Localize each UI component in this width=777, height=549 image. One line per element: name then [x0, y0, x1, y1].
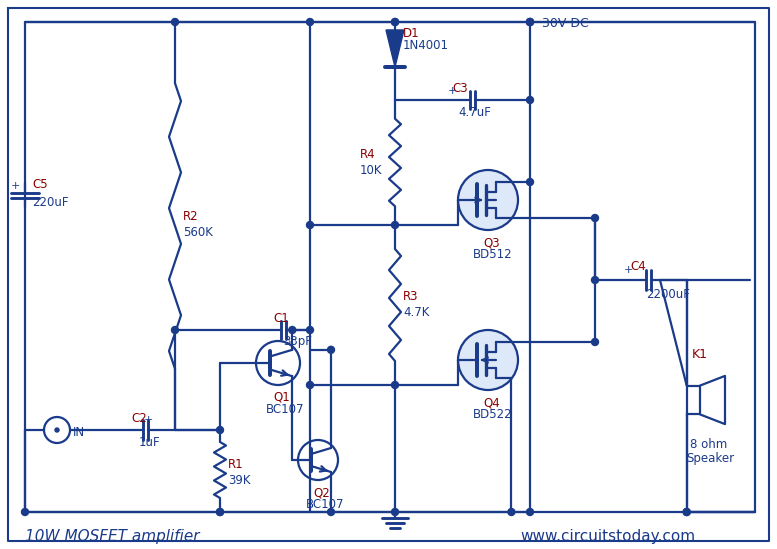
Circle shape: [591, 339, 598, 345]
Text: C3: C3: [452, 81, 468, 94]
Circle shape: [392, 221, 399, 228]
Text: BC107: BC107: [306, 498, 344, 511]
Text: 4.7uF: 4.7uF: [458, 105, 491, 119]
Text: IN: IN: [73, 425, 85, 439]
Circle shape: [458, 170, 518, 230]
Circle shape: [683, 508, 690, 516]
Circle shape: [22, 508, 29, 516]
Circle shape: [217, 508, 224, 516]
Text: C5: C5: [32, 178, 47, 192]
Text: 560K: 560K: [183, 226, 213, 238]
Text: BD512: BD512: [473, 248, 513, 261]
Circle shape: [527, 97, 534, 104]
Circle shape: [392, 382, 399, 389]
Text: 33pF: 33pF: [283, 335, 312, 349]
Text: Q1: Q1: [273, 391, 290, 404]
Text: +: +: [143, 415, 153, 425]
Text: Q3: Q3: [483, 236, 500, 249]
Text: C2: C2: [131, 412, 147, 424]
Text: 2200uF: 2200uF: [646, 288, 690, 300]
Circle shape: [527, 19, 534, 25]
Circle shape: [306, 19, 313, 25]
Text: R4: R4: [360, 148, 375, 160]
Text: C4: C4: [630, 260, 646, 272]
Text: R1: R1: [228, 458, 244, 472]
Circle shape: [392, 19, 399, 25]
Text: 30V DC: 30V DC: [542, 17, 589, 30]
Text: BC107: BC107: [266, 403, 305, 416]
Circle shape: [527, 19, 534, 25]
Text: C1: C1: [273, 311, 289, 324]
Text: 8 ohm: 8 ohm: [690, 438, 727, 451]
Text: Q4: Q4: [483, 396, 500, 409]
Text: 39K: 39K: [228, 473, 250, 486]
Circle shape: [392, 19, 399, 25]
Circle shape: [55, 428, 59, 432]
Text: 1uF: 1uF: [139, 435, 161, 449]
Polygon shape: [386, 30, 404, 67]
Text: 4.7K: 4.7K: [403, 306, 430, 320]
Circle shape: [458, 330, 518, 390]
Circle shape: [217, 427, 224, 434]
Text: Speaker: Speaker: [686, 452, 734, 465]
Circle shape: [392, 508, 399, 516]
Text: K1: K1: [692, 348, 708, 361]
Text: +: +: [448, 86, 457, 96]
Circle shape: [327, 508, 335, 516]
Circle shape: [289, 327, 296, 333]
Circle shape: [306, 327, 313, 333]
Text: D1: D1: [403, 27, 420, 40]
Text: 1N4001: 1N4001: [403, 39, 449, 52]
Text: 10K: 10K: [360, 164, 382, 176]
Circle shape: [591, 277, 598, 283]
Circle shape: [683, 508, 690, 516]
Text: www.circuitstoday.com: www.circuitstoday.com: [520, 529, 695, 545]
Text: 220uF: 220uF: [32, 197, 68, 210]
Circle shape: [527, 178, 534, 186]
Text: Q2: Q2: [313, 486, 329, 499]
Circle shape: [591, 215, 598, 221]
Circle shape: [217, 508, 224, 516]
Circle shape: [306, 382, 313, 389]
Circle shape: [306, 221, 313, 228]
Circle shape: [172, 327, 179, 333]
Circle shape: [327, 346, 335, 354]
Circle shape: [527, 19, 534, 25]
Circle shape: [508, 508, 515, 516]
Text: +: +: [623, 265, 632, 275]
Text: +: +: [10, 181, 19, 191]
Text: R2: R2: [183, 210, 199, 222]
Circle shape: [527, 508, 534, 516]
Text: 10W MOSFET amplifier: 10W MOSFET amplifier: [25, 529, 200, 545]
Text: R3: R3: [403, 290, 419, 304]
Text: BD522: BD522: [473, 408, 513, 421]
Circle shape: [172, 19, 179, 25]
